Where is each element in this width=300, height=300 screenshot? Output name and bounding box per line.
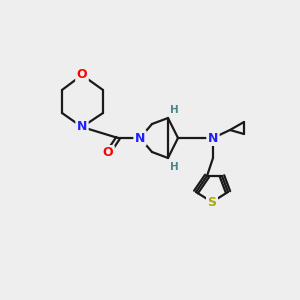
Text: O: O	[77, 68, 87, 82]
Text: N: N	[135, 131, 145, 145]
Text: N: N	[208, 131, 218, 145]
Text: O: O	[103, 146, 113, 160]
Text: S: S	[208, 196, 217, 208]
Text: N: N	[77, 121, 87, 134]
Text: H: H	[169, 105, 178, 115]
Text: H: H	[169, 162, 178, 172]
